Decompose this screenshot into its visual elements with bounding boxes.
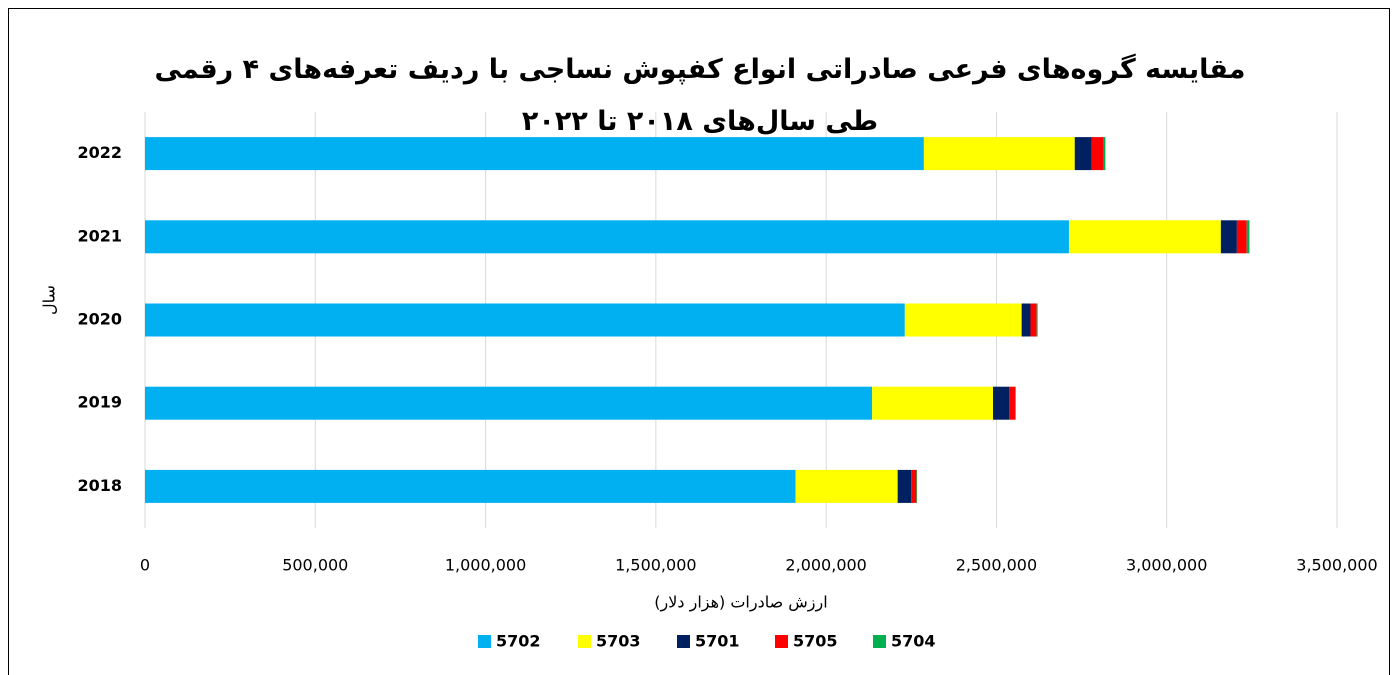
bar-segment bbox=[916, 469, 918, 503]
x-tick-label: 500,000 bbox=[282, 556, 348, 575]
legend-swatch bbox=[478, 635, 491, 648]
x-axis-title: ارزش صادرات (هزار دلار) bbox=[654, 593, 827, 613]
y-tick-label: 2020 bbox=[77, 310, 122, 329]
bar-segment bbox=[923, 137, 1075, 171]
bar-segment bbox=[145, 303, 905, 337]
bar-segment bbox=[1030, 303, 1037, 337]
bar-segment bbox=[145, 137, 924, 171]
x-tick-label: 3,000,000 bbox=[1126, 556, 1207, 575]
x-tick-label: 0 bbox=[140, 556, 150, 575]
bar-segment bbox=[1021, 303, 1031, 337]
y-axis-title: سال bbox=[40, 285, 59, 315]
y-tick-label: 2021 bbox=[77, 226, 122, 245]
bar-segment bbox=[1074, 137, 1092, 171]
bar-segment bbox=[993, 386, 1010, 420]
bar-segment bbox=[1246, 220, 1250, 254]
bar-segment bbox=[1103, 137, 1106, 171]
legend-label: 5704 bbox=[891, 632, 936, 651]
legend-label: 5702 bbox=[496, 632, 541, 651]
chart-frame bbox=[8, 8, 1390, 675]
bar-segment bbox=[145, 469, 796, 503]
bar-segment bbox=[897, 469, 912, 503]
x-tick-label: 2,500,000 bbox=[956, 556, 1037, 575]
x-tick-label: 1,000,000 bbox=[445, 556, 526, 575]
bar-segment bbox=[1036, 303, 1038, 337]
x-tick-label: 3,500,000 bbox=[1296, 556, 1377, 575]
legend-label: 5701 bbox=[695, 632, 740, 651]
y-tick-label: 2018 bbox=[77, 476, 122, 495]
x-tick-label: 2,000,000 bbox=[785, 556, 866, 575]
y-tick-label: 2022 bbox=[77, 143, 122, 162]
legend-swatch bbox=[775, 635, 788, 648]
bar-segment bbox=[145, 386, 873, 420]
legend-swatch bbox=[578, 635, 591, 648]
bar-segment bbox=[1220, 220, 1237, 254]
bar-segment bbox=[1236, 220, 1247, 254]
bar-segment bbox=[1068, 220, 1221, 254]
bar-segment bbox=[1009, 386, 1016, 420]
bar-segment bbox=[911, 469, 917, 503]
bar-segment bbox=[795, 469, 898, 503]
x-tick-label: 1,500,000 bbox=[615, 556, 696, 575]
bar-segment bbox=[145, 220, 1069, 254]
legend-swatch bbox=[873, 635, 886, 648]
legend-label: 5705 bbox=[793, 632, 838, 651]
legend-label: 5703 bbox=[596, 632, 641, 651]
legend-swatch bbox=[677, 635, 690, 648]
y-tick-label: 2019 bbox=[77, 393, 122, 412]
bar-segment bbox=[1015, 386, 1016, 420]
chart-title: مقایسه گروه‌های فرعی صادراتی انواع کفپوش… bbox=[154, 54, 1246, 137]
bar-segment bbox=[1091, 137, 1104, 171]
bar-segment bbox=[872, 386, 994, 420]
bar-segment bbox=[904, 303, 1022, 337]
